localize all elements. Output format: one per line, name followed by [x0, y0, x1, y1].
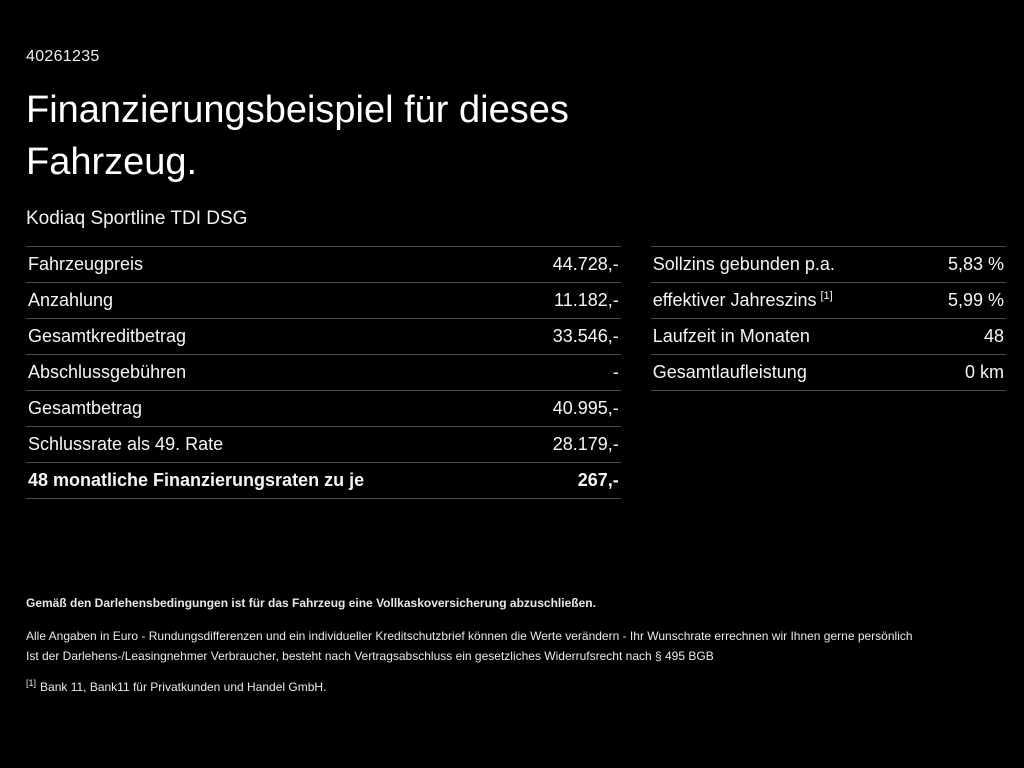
row-label: Fahrzeugpreis — [28, 254, 144, 274]
row-value: 44.728,- — [552, 254, 619, 274]
table-row: Sollzins gebunden p.a. 5,83 % — [650, 246, 1006, 282]
row-value: - — [612, 362, 619, 382]
row-label: Gesamtkreditbetrag — [28, 326, 187, 346]
row-label: Laufzeit in Monaten — [652, 326, 810, 346]
footnote-marker: [1] — [26, 678, 37, 688]
finance-tables: Fahrzeugpreis 44.728,- Anzahlung 11.182,… — [26, 246, 1006, 499]
row-label: Abschlussgebühren — [28, 362, 187, 382]
table-row: Fahrzeugpreis 44.728,- — [26, 246, 621, 282]
row-label-text: effektiver Jahreszins — [652, 290, 817, 310]
disclaimer-withdrawal: Ist der Darlehens-/Leasingnehmer Verbrau… — [26, 649, 714, 663]
row-label: Gesamtbetrag — [28, 398, 143, 418]
table-row: Gesamtlaufleistung 0 km — [650, 354, 1006, 390]
footnote-reference: [1] — [820, 290, 833, 302]
row-value: 5,99 % — [947, 290, 1004, 310]
row-label: 48 monatliche Finanzierungsraten zu je — [28, 470, 365, 490]
table-row: effektiver Jahreszins [1] 5,99 % — [650, 282, 1006, 318]
footer-disclaimer: Gemäß den Darlehensbedingungen ist für d… — [26, 596, 991, 694]
row-value: 11.182,- — [554, 290, 619, 310]
table-row: Abschlussgebühren - — [26, 354, 621, 390]
footnote-bank: [1] Bank 11, Bank11 für Privatkunden und … — [26, 678, 991, 694]
table-row: Gesamtbetrag 40.995,- — [26, 390, 621, 426]
row-label: Sollzins gebunden p.a. — [652, 254, 835, 274]
finance-table-left: Fahrzeugpreis 44.728,- Anzahlung 11.182,… — [26, 246, 621, 499]
table-row-monthly-rate: 48 monatliche Finanzierungsraten zu je 2… — [26, 462, 621, 498]
row-value: 28.179,- — [552, 434, 619, 454]
table-row: Gesamtkreditbetrag 33.546,- — [26, 318, 621, 354]
row-value: 5,83 % — [947, 254, 1004, 274]
page-title-line2: Fahrzeug. — [26, 141, 198, 183]
vehicle-name: Kodiaq Sportline TDI DSG — [26, 208, 248, 229]
page-title-line1: Finanzierungsbeispiel für dieses — [26, 89, 569, 131]
row-value: 48 — [983, 326, 1004, 346]
page-title: Finanzierungsbeispiel für dieses Fahrzeu… — [26, 84, 1006, 188]
footnote-text: Bank 11, Bank11 für Privatkunden und Han… — [40, 680, 327, 694]
table-row: Laufzeit in Monaten 48 — [650, 318, 1006, 354]
disclaimer-values: Alle Angaben in Euro - Rundungsdifferenz… — [26, 629, 913, 643]
row-value: 40.995,- — [552, 398, 619, 418]
table-row: Anzahlung 11.182,- — [26, 282, 621, 318]
row-label: Gesamtlaufleistung — [652, 362, 807, 382]
row-value: 0 km — [964, 362, 1004, 382]
row-label: effektiver Jahreszins [1] — [651, 290, 833, 311]
row-value: 267,- — [577, 470, 619, 490]
finance-table-right: Sollzins gebunden p.a. 5,83 % effektiver… — [650, 246, 1006, 391]
finance-example-page: 40261235 Finanzierungsbeispiel für diese… — [26, 0, 1006, 499]
table-row: Schlussrate als 49. Rate 28.179,- — [26, 426, 621, 462]
disclaimer-insurance: Gemäß den Darlehensbedingungen ist für d… — [26, 596, 596, 610]
row-value: 33.546,- — [552, 326, 619, 346]
row-label: Schlussrate als 49. Rate — [28, 434, 224, 454]
vehicle-id: 40261235 — [26, 48, 100, 65]
row-label: Anzahlung — [28, 290, 114, 310]
